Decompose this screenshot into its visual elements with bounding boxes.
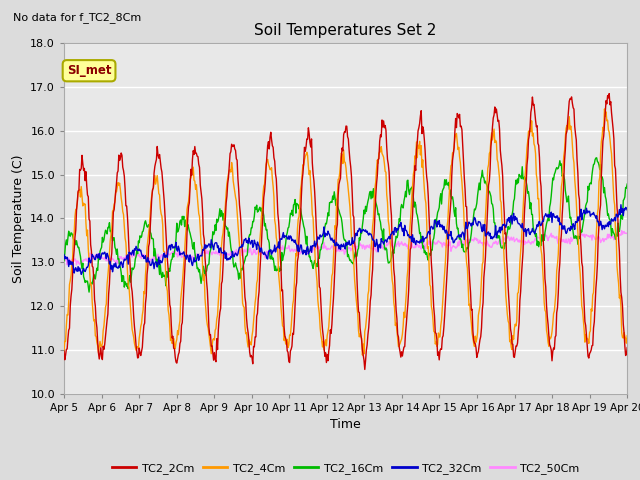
TC2_16Cm [186, 230, 194, 236]
Line: TC2_16Cm: TC2_16Cm [64, 158, 627, 292]
TC2_32Cm [415, 239, 422, 245]
TC2_4Cm [431, 341, 439, 347]
TC2_16Cm [431, 216, 439, 222]
X-axis label: Time: Time [330, 418, 361, 431]
TC2_50Cm [618, 228, 625, 234]
TC2_16Cm [70, 237, 78, 243]
TC2_16Cm [593, 155, 600, 161]
TC2_32Cm [623, 207, 631, 213]
TC2_2Cm [215, 317, 223, 323]
TC2_50Cm [70, 257, 78, 263]
TC2_50Cm [431, 241, 439, 247]
TC2_2Cm [186, 200, 193, 206]
TC2_16Cm [415, 223, 422, 229]
TC2_32Cm [431, 217, 439, 223]
TC2_4Cm [215, 286, 223, 291]
TC2_4Cm [60, 349, 68, 355]
TC2_50Cm [415, 244, 422, 250]
TC2_50Cm [73, 262, 81, 268]
TC2_16Cm [85, 289, 93, 295]
TC2_50Cm [623, 230, 631, 236]
TC2_2Cm [605, 91, 613, 96]
TC2_32Cm [617, 202, 625, 207]
TC2_16Cm [60, 258, 68, 264]
TC2_4Cm [358, 352, 366, 358]
TC2_32Cm [186, 252, 194, 258]
TC2_32Cm [129, 247, 137, 253]
Title: Soil Temperatures Set 2: Soil Temperatures Set 2 [255, 23, 436, 38]
Text: SI_met: SI_met [67, 64, 111, 77]
TC2_16Cm [216, 206, 224, 212]
Line: TC2_4Cm: TC2_4Cm [64, 109, 627, 355]
TC2_4Cm [70, 230, 78, 236]
TC2_32Cm [216, 246, 224, 252]
TC2_4Cm [415, 145, 422, 151]
TC2_50Cm [216, 252, 224, 258]
TC2_32Cm [60, 252, 68, 257]
TC2_4Cm [186, 190, 193, 196]
TC2_32Cm [77, 272, 85, 277]
TC2_2Cm [60, 348, 68, 354]
TC2_16Cm [623, 181, 631, 187]
TC2_2Cm [128, 289, 136, 295]
TC2_2Cm [70, 247, 78, 252]
TC2_32Cm [70, 270, 78, 276]
TC2_4Cm [601, 106, 609, 112]
TC2_2Cm [431, 330, 439, 336]
TC2_50Cm [186, 252, 194, 258]
Text: No data for f_TC2_8Cm: No data for f_TC2_8Cm [13, 12, 141, 23]
Line: TC2_50Cm: TC2_50Cm [64, 231, 627, 265]
Line: TC2_2Cm: TC2_2Cm [64, 94, 627, 370]
TC2_50Cm [60, 252, 68, 258]
Line: TC2_32Cm: TC2_32Cm [64, 204, 627, 275]
TC2_2Cm [623, 345, 631, 350]
TC2_4Cm [623, 333, 631, 338]
TC2_2Cm [415, 125, 422, 131]
TC2_16Cm [129, 267, 137, 273]
Y-axis label: Soil Temperature (C): Soil Temperature (C) [12, 154, 25, 283]
TC2_50Cm [129, 250, 137, 255]
TC2_4Cm [128, 326, 136, 332]
TC2_2Cm [361, 367, 369, 372]
Legend: TC2_2Cm, TC2_4Cm, TC2_16Cm, TC2_32Cm, TC2_50Cm: TC2_2Cm, TC2_4Cm, TC2_16Cm, TC2_32Cm, TC… [107, 459, 584, 479]
